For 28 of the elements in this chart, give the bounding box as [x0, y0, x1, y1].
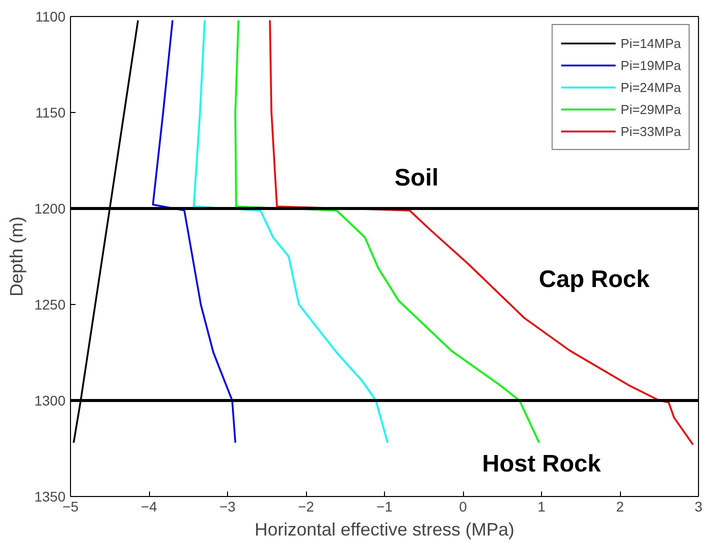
- legend-label: Pi=33MPa: [620, 124, 681, 138]
- line-series: [234, 19, 540, 444]
- legend-label: Pi=29MPa: [620, 102, 681, 116]
- annotation: Cap Rock: [538, 266, 650, 294]
- x-tick-label: 2: [616, 498, 624, 514]
- legend-label: Pi=14MPa: [620, 36, 681, 50]
- x-tick-label: −4: [141, 498, 158, 514]
- y-axis-title: Depth (m): [6, 216, 26, 297]
- x-tick-label: 1: [538, 498, 546, 514]
- annotation: Host Rock: [482, 450, 602, 478]
- y-tick-label: 1350: [34, 488, 66, 504]
- x-tick-label: 0: [459, 498, 468, 514]
- line-series: [268, 19, 694, 446]
- x-tick-label: 3: [694, 498, 703, 514]
- y-tick-label: 1150: [35, 104, 66, 120]
- x-tick-label: −2: [298, 498, 314, 514]
- line-series: [152, 19, 236, 444]
- y-tick-label: 1200: [34, 200, 66, 216]
- legend-label: Pi=19MPa: [620, 58, 681, 72]
- line-series: [192, 19, 389, 444]
- x-tick-label: −3: [220, 498, 236, 514]
- legend-label: Pi=24MPa: [620, 80, 681, 94]
- y-tick-label: 1100: [35, 8, 66, 24]
- x-axis-title: Horizontal effective stress (MPa): [254, 520, 514, 540]
- y-tick-label: 1250: [34, 296, 66, 312]
- x-tick-label: −1: [376, 498, 393, 514]
- y-tick-label: 1300: [34, 392, 66, 408]
- annotation: Soil: [394, 164, 439, 192]
